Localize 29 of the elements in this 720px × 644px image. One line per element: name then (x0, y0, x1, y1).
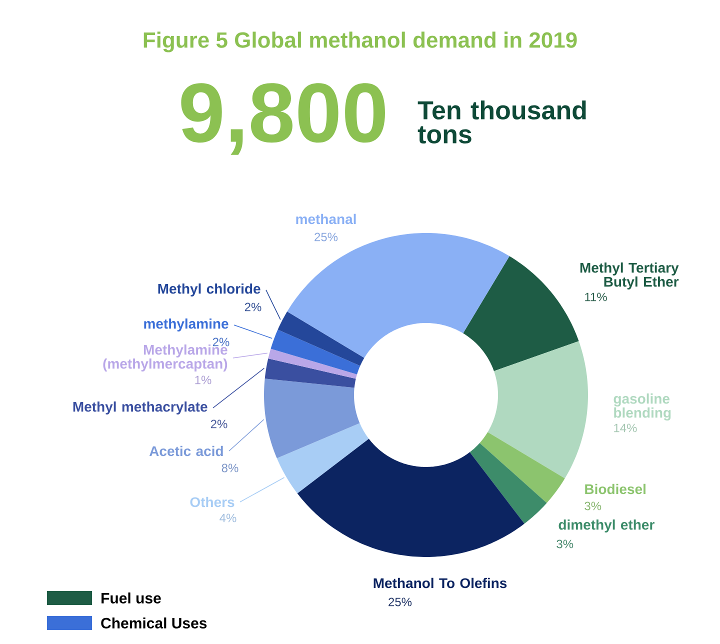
slice-label: Methylamine (methylmercaptan) (103, 344, 228, 372)
slice-label: gasoline blending (614, 393, 671, 421)
data-label: 2% (244, 302, 262, 312)
data-label: 2% (210, 420, 228, 428)
slice-label: Methyl chloride (158, 283, 260, 297)
chart-title: Figure 5 Global methanol demand in 2019 (144, 32, 577, 52)
data-label: 25% (388, 598, 412, 606)
slice-label: Biodiesel (585, 484, 646, 494)
data-label: 3% (584, 502, 602, 510)
slice-label: methylamine (144, 318, 228, 332)
slice-label: Others (190, 496, 234, 508)
data-label: 1% (195, 376, 212, 384)
data-label: 8% (222, 464, 238, 472)
text: 9,800 (181, 83, 385, 155)
data-label: 4% (220, 514, 236, 522)
slice-label: methanal (296, 214, 356, 224)
data-label: 2% (212, 338, 230, 346)
data-label: 14% (614, 424, 637, 432)
slice-label: Methanol To Olefins (374, 578, 507, 588)
data-label: 25% (314, 232, 338, 242)
slice-label: dimethyl ether (558, 519, 654, 533)
data-label: 3% (556, 540, 574, 548)
text: Fuel use (102, 592, 161, 604)
data-label: 11% (585, 292, 607, 302)
text: Ten thousand tons (418, 100, 586, 144)
slice-label: Acetic acid (149, 446, 223, 456)
slice-label: Methyl methacrylate (73, 401, 208, 415)
slice-label: Methyl Tertiary Butyl Ether (580, 262, 679, 290)
text: Chemical Uses (101, 617, 207, 628)
